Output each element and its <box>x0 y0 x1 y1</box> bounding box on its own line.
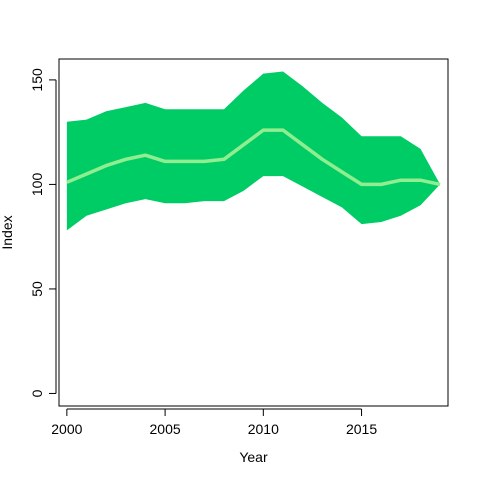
y-tick-label: 100 <box>29 173 45 197</box>
plot-area <box>66 71 441 231</box>
central-line <box>66 128 441 187</box>
x-tick-label: 2005 <box>150 421 181 437</box>
x-tick-label: 2010 <box>248 421 279 437</box>
y-tick-label: 50 <box>29 281 45 297</box>
y-axis-title: Index <box>0 215 15 249</box>
x-tick-label: 2000 <box>51 421 82 437</box>
x-tick-label: 2015 <box>346 421 377 437</box>
y-tick-label: 0 <box>29 389 45 397</box>
plot-box <box>58 58 449 407</box>
y-tick-label: 150 <box>29 68 45 92</box>
x-axis-title: Year <box>239 449 268 465</box>
confidence-band <box>66 71 441 231</box>
axes: 2000 2005 2010 2015 0 50 100 150 <box>29 58 449 437</box>
